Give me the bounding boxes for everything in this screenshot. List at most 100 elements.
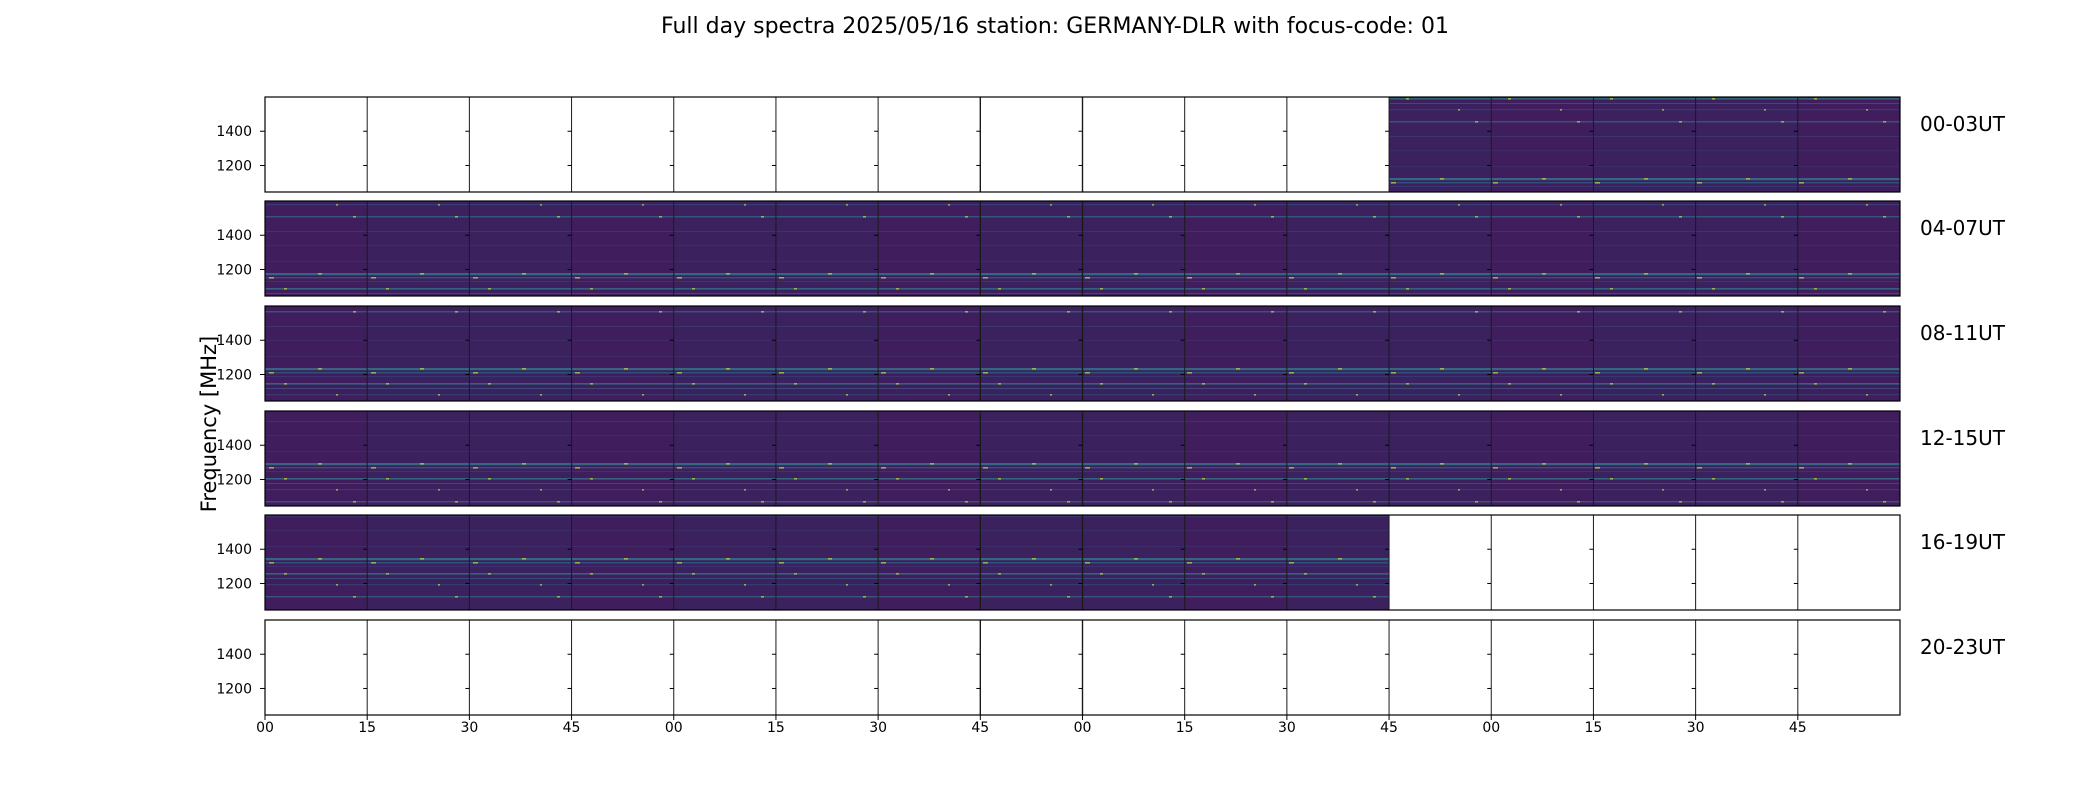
spectrum-panel-tint [673,515,776,610]
spectrum-panel [367,306,470,401]
spectrum-panel-tint [775,411,879,506]
spectrum-panel-tint [571,411,674,506]
spectrum-panel [571,411,674,506]
spectrum-panel-tint [1082,201,1185,296]
spectrum-panel [1695,515,1798,610]
row-00-03UT: 1400 1200 00-03UT [216,96,2006,193]
spectrum-panel-tint [1286,306,1390,401]
spectrum-panel-tint [1184,411,1287,506]
x-tick-label: 45 [1789,720,1807,736]
spectrum-panel-tint [1593,97,1696,192]
spectrum-panel-tint [469,201,572,296]
spectrum-panel-tint [980,411,1083,506]
spectrum-panel [980,201,1083,296]
y-tick-label: 1400 [216,438,252,454]
spectrum-panel-tint [571,201,674,296]
spectrum-panel-tint [1695,306,1798,401]
y-tick-label: 1200 [216,367,252,383]
spectrum-panel [1491,97,1594,192]
spectrum-panel [980,306,1083,401]
spectrum-panel-tint [980,515,1083,610]
spectrum-panel-tint [1389,306,1492,401]
spectrum-panel [571,620,674,715]
spectrum-panel [1184,411,1287,506]
spectrum-panel [775,515,879,610]
spectrum-panel-tint [1593,306,1696,401]
spectrum-panel [1184,97,1287,192]
spectrum-panel-tint [878,515,981,610]
y-tick-label: 1200 [216,576,252,592]
x-tick-label: 30 [869,720,887,736]
spectrum-panel [980,411,1083,506]
x-tick-label: 00 [256,720,274,736]
row-frame [264,200,1901,297]
spectrum-panel-tint [1491,411,1594,506]
spectrum-panel [1797,306,1900,401]
spectrum-panel [673,515,776,610]
spectrum-panel [1695,620,1798,715]
spectrum-panel [1286,306,1390,401]
spectrum-panel [1491,201,1594,296]
spectrum-panel [1695,306,1798,401]
row-04-07UT: 1400 1200 04-07UT [216,200,2006,297]
spectrum-panel-tint [469,306,572,401]
chart-title: Full day spectra 2025/05/16 station: GER… [661,14,1449,39]
spectrum-panel-tint [1082,306,1185,401]
row-label: 04-07UT [1920,216,2006,240]
spectrum-panel-tint [980,201,1083,296]
spectrum-panel [1695,411,1798,506]
spectrum-panel-tint [571,306,674,401]
spectrum-panel [1593,411,1696,506]
spectrum-panel [1286,201,1390,296]
spectrum-panel [1491,411,1594,506]
x-tick-label: 45 [563,720,581,736]
spectrum-panel-tint [775,515,879,610]
spectrum-panel [1593,620,1696,715]
spectrum-panel [673,306,776,401]
spectrum-panel [1286,515,1390,610]
spectrum-panel-tint [1797,97,1900,192]
row-08-11UT: 1400 1200 08-11UT [216,305,2006,402]
spectrum-panel-tint [367,201,470,296]
spectrum-panel-tint [265,201,368,296]
x-tick-label: 45 [971,720,989,736]
spectrum-panel-tint [1797,411,1900,506]
spectrum-panel [469,620,572,715]
spectrum-panel [1082,201,1185,296]
row-label: 12-15UT [1920,426,2006,450]
spectrum-panel [1082,97,1185,192]
spectrum-panel-tint [1695,97,1798,192]
spectrum-panel [775,201,879,296]
spectrum-panel-tint [1491,306,1594,401]
spectrum-panel-tint [775,201,879,296]
row-20-23UT: 1400 1200 20-23UT [216,619,2006,716]
spectrum-panel [469,97,572,192]
spectrum-panel [1389,201,1492,296]
spectrum-panel [980,620,1083,715]
row-12-15UT: 1400 1200 12-15UT [216,410,2006,507]
spectrum-panel [1797,201,1900,296]
spectrum-panel [878,306,981,401]
spectrum-panel [1491,306,1594,401]
spectrum-panel [1286,411,1390,506]
spectrum-panel-tint [1491,97,1594,192]
x-tick-label: 30 [1687,720,1705,736]
spectrum-panel [673,411,776,506]
x-tick-label: 15 [1585,720,1603,736]
y-tick-label: 1200 [216,262,252,278]
spectrum-panel [1797,411,1900,506]
spectrum-panel [469,515,572,610]
x-tick-label: 30 [1278,720,1296,736]
spectrum-panel [1593,201,1696,296]
spectrum-panel-tint [1286,201,1390,296]
x-tick-label: 00 [1074,720,1092,736]
y-tick-label: 1400 [216,124,252,140]
y-tick-label: 1400 [216,228,252,244]
spectrum-panel-tint [1695,201,1798,296]
spectrum-panel [367,515,470,610]
spectrum-panel-tint [571,515,674,610]
spectrum-panel [1695,97,1798,192]
spectrum-panel [1593,97,1696,192]
spectrum-panel [1797,97,1900,192]
row-frame [264,96,1901,193]
